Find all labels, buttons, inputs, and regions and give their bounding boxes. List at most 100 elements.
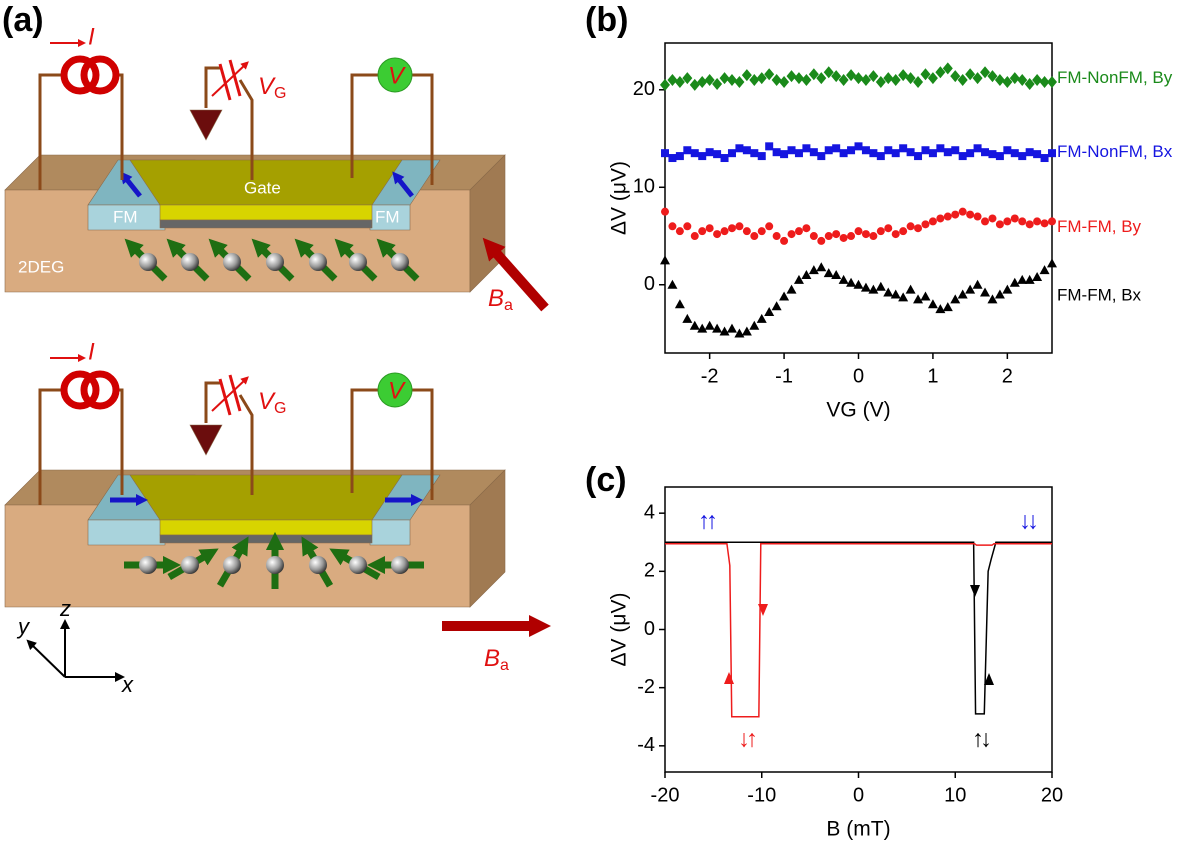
data-point (676, 152, 684, 160)
x-tick-label: -1 (775, 365, 793, 387)
voltmeter-label: V (388, 377, 406, 404)
electron (181, 253, 199, 271)
data-point (907, 148, 915, 156)
data-point (691, 232, 699, 240)
data-point (892, 149, 900, 157)
panel-label: (b) (585, 1, 628, 39)
electron (309, 556, 327, 574)
data-point (817, 237, 825, 245)
capacitor (220, 379, 230, 415)
y-tick-label: -4 (637, 734, 655, 756)
ground (190, 110, 222, 140)
data-point (668, 222, 676, 230)
data-point (840, 234, 848, 242)
data-point (929, 217, 937, 225)
page: (a) I VG V Gate FM FM 2DEG Ba I VG V Ba … (0, 0, 1197, 843)
data-point (1011, 214, 1019, 222)
y-tick-label: 0 (644, 273, 655, 295)
data-point (697, 76, 707, 88)
data-point (691, 149, 699, 157)
data-point (795, 149, 803, 157)
data-point (728, 224, 736, 232)
current-label: I (88, 23, 95, 50)
x-axis-label: B (mT) (826, 818, 890, 841)
data-point (816, 262, 826, 271)
wire (206, 68, 220, 108)
sweep-arrow (724, 672, 734, 684)
data-point (706, 224, 714, 232)
x-tick-label: -2 (701, 365, 719, 387)
field-label: Ba (488, 285, 513, 314)
data-point (944, 148, 952, 156)
electron (223, 556, 241, 574)
axis-label: z (59, 596, 71, 621)
data-point (988, 150, 996, 158)
data-point (750, 149, 758, 157)
electron (391, 253, 409, 271)
data-point (758, 227, 766, 235)
data-point (980, 288, 990, 297)
data-point (996, 152, 1004, 160)
y-tick-label: 10 (633, 176, 655, 198)
data-point (936, 144, 944, 152)
data-point (801, 74, 811, 86)
data-point (721, 154, 729, 162)
data-point (899, 227, 907, 235)
y-tick-label: 2 (644, 560, 655, 582)
annotation: ↑↓ (972, 725, 989, 752)
data-line (665, 544, 1052, 717)
data-point (847, 232, 855, 240)
x-tick-label: 10 (944, 784, 966, 806)
data-point (1047, 258, 1057, 267)
data-point (794, 72, 804, 84)
data-point (661, 149, 669, 157)
data-point (698, 227, 706, 235)
fm-front (88, 520, 165, 545)
data-point (743, 227, 751, 235)
y-tick-label: 20 (633, 78, 655, 100)
data-point (951, 211, 959, 219)
data-point (788, 146, 796, 154)
data-point (914, 152, 922, 160)
data-point (854, 72, 864, 84)
data-point (981, 148, 989, 156)
data-point (668, 154, 676, 162)
gate-voltage-label: VG (258, 73, 286, 102)
data-point (825, 232, 833, 240)
data-point (936, 214, 944, 222)
data-point (788, 230, 796, 238)
symbol: B (484, 645, 500, 672)
legend-label: FM-NonFM, Bx (1057, 142, 1173, 161)
data-point (974, 144, 982, 152)
x-tick-label: 2 (1002, 365, 1013, 387)
legend-label: FM-FM, Bx (1057, 286, 1142, 305)
annotation: ↑↑ (698, 507, 715, 534)
channel-label: 2DEG (18, 257, 64, 276)
oxide (160, 535, 372, 543)
data-point (765, 222, 773, 230)
data-point (988, 214, 996, 222)
data-point (675, 299, 685, 308)
electron (139, 556, 157, 574)
data-point (721, 227, 729, 235)
data-point (959, 208, 967, 216)
data-point (735, 222, 743, 230)
data-point (727, 74, 737, 86)
data-point (959, 152, 967, 160)
oxide (160, 220, 372, 228)
data-point (743, 146, 751, 154)
fm-label: FM (375, 207, 400, 226)
data-point (682, 314, 692, 323)
field-label: Ba (484, 645, 509, 674)
gate-front (160, 520, 372, 535)
data-point (862, 230, 870, 238)
data-point (705, 321, 715, 330)
figure: (a) I VG V Gate FM FM 2DEG Ba I VG V Ba … (0, 0, 1197, 843)
data-point (683, 222, 691, 230)
data-point (855, 227, 863, 235)
current-source (84, 374, 116, 406)
symbol: B (488, 285, 504, 312)
y-tick-label: -2 (637, 676, 655, 698)
subscript: a (504, 297, 513, 314)
y-tick-label: 4 (644, 501, 655, 523)
